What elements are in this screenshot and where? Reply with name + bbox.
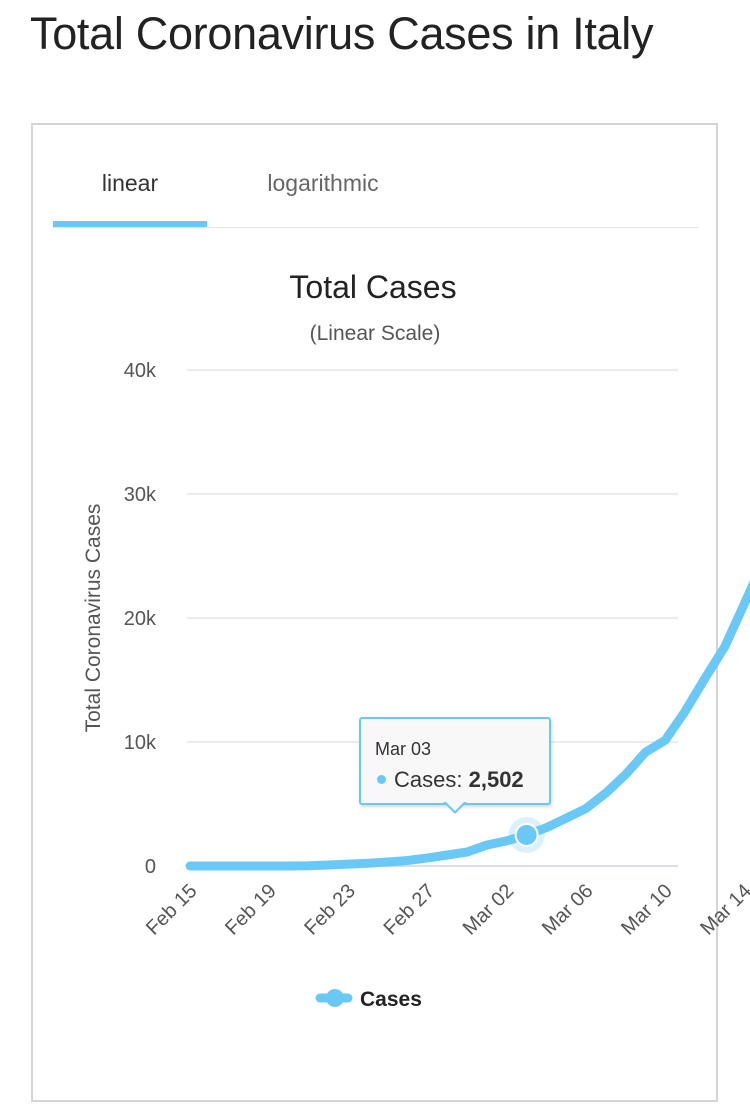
y-tick-label: 10k: [124, 732, 157, 754]
y-tick-label: 20k: [124, 608, 157, 630]
active-tab-indicator: [53, 221, 207, 227]
x-tick-label: Mar 14: [696, 880, 750, 940]
tab-linear[interactable]: linear: [101, 170, 159, 196]
tooltip-value: 2,502: [468, 767, 524, 792]
highlight-point[interactable]: [514, 822, 539, 847]
data-tooltip: Mar 03 Cases: 2,502: [359, 717, 551, 805]
y-tick-label: 30k: [124, 484, 157, 506]
x-tick-label: Mar 10: [617, 880, 677, 940]
x-tick-label: Feb 15: [142, 880, 202, 940]
chart-card: linear logarithmic: [31, 123, 718, 1102]
legend-label-cases[interactable]: Cases: [360, 988, 422, 1011]
series-line-cases: [185, 579, 750, 871]
tooltip-series-dot: [377, 774, 386, 784]
y-tick-label: 40k: [124, 360, 157, 382]
scale-tabs: linear logarithmic: [53, 125, 699, 228]
x-tick-label: Mar 06: [538, 880, 598, 940]
x-tick-label: Feb 27: [380, 880, 440, 940]
x-tick-label: Feb 23: [300, 880, 360, 940]
legend-swatch-marker: [326, 989, 344, 1007]
y-axis-title: Total Coronavirus Cases: [82, 504, 105, 733]
chart-title: Total Cases: [289, 269, 456, 305]
page-title: Total Coronavirus Cases in Italy: [30, 8, 654, 59]
tooltip-date: Mar 03: [375, 739, 432, 759]
tooltip-row: Cases: 2,502: [377, 767, 524, 793]
tab-logarithmic[interactable]: logarithmic: [267, 170, 379, 196]
x-tick-label: Feb 19: [221, 880, 281, 940]
chart-subtitle: (Linear Scale): [310, 322, 441, 345]
tooltip-series-label: Cases:: [394, 767, 463, 792]
y-tick-label: 0: [145, 856, 156, 878]
x-tick-label: Mar 02: [459, 880, 519, 940]
tooltip-pointer-inner: [445, 801, 465, 811]
